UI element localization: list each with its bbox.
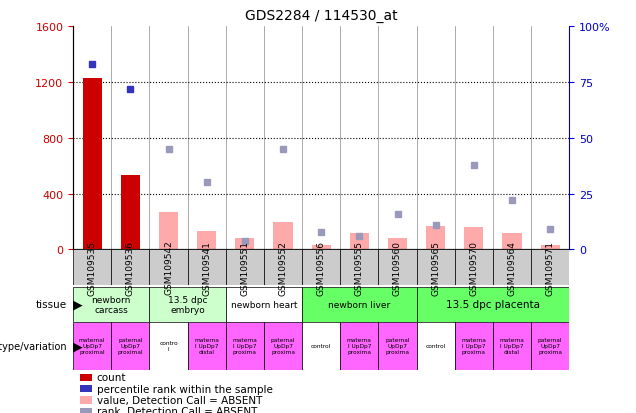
Text: control: control bbox=[311, 343, 331, 349]
Bar bbox=[502, 233, 522, 250]
Bar bbox=[455, 322, 493, 370]
Bar bbox=[235, 239, 254, 250]
Text: GSM109541: GSM109541 bbox=[202, 240, 211, 295]
Text: GSM109570: GSM109570 bbox=[469, 240, 478, 295]
Bar bbox=[302, 250, 340, 285]
Bar bbox=[378, 322, 417, 370]
Text: GSM109565: GSM109565 bbox=[431, 240, 440, 295]
Bar bbox=[455, 250, 493, 285]
Title: GDS2284 / 114530_at: GDS2284 / 114530_at bbox=[245, 9, 398, 23]
Text: control: control bbox=[425, 343, 446, 349]
Bar bbox=[149, 250, 188, 285]
Text: materna
l UpDp7
proxima: materna l UpDp7 proxima bbox=[232, 337, 258, 354]
Text: paternal
UpDp7
proxima: paternal UpDp7 proxima bbox=[271, 337, 295, 354]
Bar bbox=[340, 322, 378, 370]
Bar bbox=[73, 250, 111, 285]
Bar bbox=[121, 176, 140, 250]
Bar bbox=[493, 322, 531, 370]
Bar bbox=[417, 250, 455, 285]
Bar bbox=[302, 287, 417, 322]
Bar bbox=[80, 408, 92, 413]
Bar bbox=[80, 385, 92, 392]
Text: newborn
carcass: newborn carcass bbox=[92, 295, 131, 314]
Text: paternal
UpDp7
proxima: paternal UpDp7 proxima bbox=[538, 337, 562, 354]
Text: paternal
UpDp7
proxima: paternal UpDp7 proxima bbox=[385, 337, 410, 354]
Bar bbox=[417, 322, 455, 370]
Text: GSM109555: GSM109555 bbox=[355, 240, 364, 295]
Bar bbox=[426, 226, 445, 250]
Bar bbox=[149, 322, 188, 370]
Text: paternal
UpDp7
proximal: paternal UpDp7 proximal bbox=[118, 337, 143, 354]
Text: GSM109551: GSM109551 bbox=[240, 240, 249, 295]
Bar bbox=[226, 250, 264, 285]
Bar bbox=[264, 250, 302, 285]
Bar bbox=[226, 322, 264, 370]
Bar bbox=[111, 322, 149, 370]
Text: percentile rank within the sample: percentile rank within the sample bbox=[97, 384, 272, 394]
Bar bbox=[464, 228, 483, 250]
Bar bbox=[264, 322, 302, 370]
Text: materna
l UpDp7
proxima: materna l UpDp7 proxima bbox=[461, 337, 487, 354]
Bar bbox=[541, 246, 560, 250]
Text: rank, Detection Call = ABSENT: rank, Detection Call = ABSENT bbox=[97, 406, 257, 413]
Bar bbox=[273, 222, 293, 250]
Bar bbox=[388, 239, 407, 250]
Text: GSM109542: GSM109542 bbox=[164, 240, 173, 295]
Bar bbox=[226, 287, 302, 322]
Bar bbox=[378, 250, 417, 285]
Bar bbox=[159, 212, 178, 250]
Bar bbox=[417, 287, 569, 322]
Text: genotype/variation: genotype/variation bbox=[0, 341, 67, 351]
Text: GSM109535: GSM109535 bbox=[88, 240, 97, 295]
Bar bbox=[302, 322, 340, 370]
Text: ▶: ▶ bbox=[73, 339, 82, 352]
Text: GSM109560: GSM109560 bbox=[393, 240, 402, 295]
Bar bbox=[73, 287, 149, 322]
Text: ▶: ▶ bbox=[73, 298, 82, 311]
Bar bbox=[312, 246, 331, 250]
Text: newborn liver: newborn liver bbox=[328, 300, 391, 309]
Bar bbox=[188, 250, 226, 285]
Bar bbox=[188, 322, 226, 370]
Text: maternal
UpDp7
proximal: maternal UpDp7 proximal bbox=[79, 337, 106, 354]
Bar bbox=[111, 250, 149, 285]
Bar bbox=[197, 232, 216, 250]
Text: materna
l UpDp7
proxima: materna l UpDp7 proxima bbox=[347, 337, 372, 354]
Text: value, Detection Call = ABSENT: value, Detection Call = ABSENT bbox=[97, 395, 262, 405]
Text: 13.5 dpc
embryo: 13.5 dpc embryo bbox=[168, 295, 207, 314]
Text: GSM109556: GSM109556 bbox=[317, 240, 326, 295]
Text: GSM109552: GSM109552 bbox=[279, 240, 287, 295]
Text: count: count bbox=[97, 373, 126, 382]
Text: materna
l UpDp7
distal: materna l UpDp7 distal bbox=[194, 337, 219, 354]
Text: GSM109571: GSM109571 bbox=[546, 240, 555, 295]
Bar bbox=[80, 396, 92, 404]
Bar bbox=[73, 322, 111, 370]
Bar bbox=[340, 250, 378, 285]
Text: GSM109564: GSM109564 bbox=[508, 240, 516, 295]
Text: tissue: tissue bbox=[36, 299, 67, 310]
Bar bbox=[493, 250, 531, 285]
Bar bbox=[80, 374, 92, 381]
Text: contro
l: contro l bbox=[159, 340, 178, 351]
Text: materna
l UpDp7
distal: materna l UpDp7 distal bbox=[499, 337, 525, 354]
Bar bbox=[531, 250, 569, 285]
Bar bbox=[531, 322, 569, 370]
Text: newborn heart: newborn heart bbox=[231, 300, 297, 309]
Bar bbox=[83, 78, 102, 250]
Bar bbox=[149, 287, 226, 322]
Text: 13.5 dpc placenta: 13.5 dpc placenta bbox=[446, 299, 540, 310]
Bar bbox=[350, 233, 369, 250]
Text: GSM109536: GSM109536 bbox=[126, 240, 135, 295]
